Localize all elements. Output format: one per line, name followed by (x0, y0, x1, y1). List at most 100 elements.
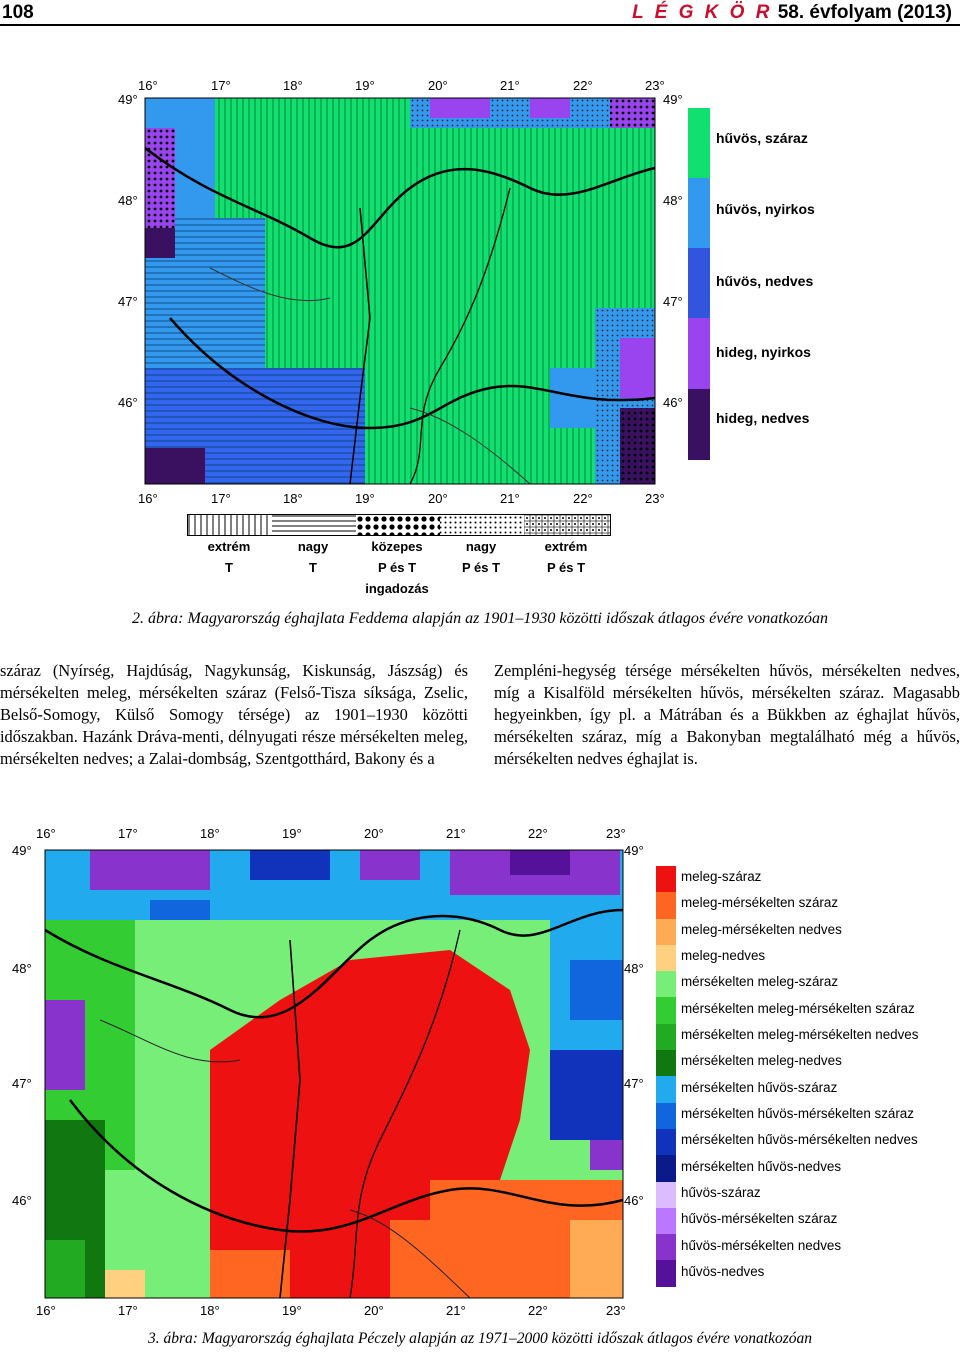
fig2-pattern-label-1: extrém T (187, 536, 271, 578)
fig2-lon-top-23: 23° (645, 78, 665, 93)
fig2-legend-swatch-5 (688, 389, 710, 460)
fig2-pattern-label-4: nagy P és T (439, 536, 523, 578)
fig2-legend-swatch-2 (688, 178, 710, 248)
fig3-lon-bottom-22: 22° (528, 1303, 548, 1318)
fig2-pattern-1-line2: T (225, 560, 233, 575)
fig3-legend-label-10: mérsékelten hűvös-mérsékelten száraz (681, 1106, 914, 1121)
fig2-legend-label-4: hideg, nyirkos (716, 344, 811, 360)
figure2-map-frame (110, 68, 680, 508)
fig3-legend-label-16: hűvös-nedves (681, 1264, 765, 1279)
fig2-lon-bottom-16: 16° (138, 491, 158, 506)
fig3-legend-swatch-12 (656, 1155, 676, 1182)
fig2-lon-top-16: 16° (138, 78, 158, 93)
fig3-lon-top-16: 16° (36, 826, 56, 841)
volume-info: 58. évfolyam (2013) (777, 2, 952, 23)
fig2-pattern-bar (187, 514, 611, 536)
fig3-lat-left-49: 49° (12, 843, 32, 858)
page-number: 108 (2, 2, 34, 23)
fig2-lat-left-46: 46° (118, 395, 138, 410)
fig2-legend-label-3: hűvös, nedves (716, 273, 814, 289)
fig2-lat-left-47: 47° (118, 294, 138, 309)
fig2-legend-swatch-4 (688, 318, 710, 389)
fig2-pattern-1-line1: extrém (207, 539, 251, 554)
fig3-legend-swatch-1 (656, 866, 676, 893)
figure2-caption: 2. ábra: Magyarország éghajlata Feddema … (131, 610, 829, 627)
body-text-right: Zempléni-hegység térsége mérsékelten hűv… (494, 661, 960, 768)
fig2-pattern-label-2: nagy T (271, 536, 355, 578)
figure2-map (144, 97, 656, 485)
fig3-lon-bottom-23: 23° (606, 1303, 626, 1318)
fig2-pattern-label-5: extrém P és T (523, 536, 609, 578)
fig3-legend-swatch-4 (656, 944, 676, 972)
fig2-legend-swatch-3 (688, 248, 710, 318)
fig2-lon-bottom-22: 22° (573, 491, 593, 506)
fig2-legend-swatch-1 (688, 108, 710, 178)
fig3-legend-swatch-9 (656, 1076, 676, 1103)
fig3-legend-swatch-3 (656, 918, 676, 945)
fig3-legend-label-11: mérsékelten hűvös-mérsékelten nedves (681, 1132, 918, 1147)
fig2-lat-right-47: 47° (663, 294, 683, 309)
fig2-lon-top-21: 21° (500, 78, 520, 93)
fig2-lon-bottom-21: 21° (500, 491, 520, 506)
fig3-lon-bottom-21: 21° (446, 1303, 466, 1318)
journal-name: L É G K Ö R (632, 2, 773, 23)
fig3-legend-label-3: meleg-mérsékelten nedves (681, 922, 842, 937)
fig3-legend-swatch-14 (656, 1207, 676, 1235)
fig3-legend-label-8: mérsékelten meleg-nedves (681, 1053, 842, 1068)
fig3-legend-swatch-10 (656, 1102, 676, 1129)
fig3-legend-label-1: meleg-száraz (681, 869, 762, 884)
fig2-pattern-5-line2: P és T (546, 560, 586, 575)
fig2-lon-top-22: 22° (573, 78, 593, 93)
fig3-legend-label-6: mérsékelten meleg-mérsékelten száraz (681, 1001, 915, 1016)
fig2-pattern-3-line2: P és T (377, 560, 417, 575)
fig3-lon-top-19: 19° (282, 826, 302, 841)
fig3-lat-left-46: 46° (12, 1193, 32, 1208)
fig3-lon-bottom-18: 18° (200, 1303, 220, 1318)
fig2-lon-bottom-23: 23° (645, 491, 665, 506)
fig3-lat-left-48: 48° (12, 961, 32, 976)
fig2-lon-bottom-19: 19° (355, 491, 375, 506)
fig3-legend-label-13: hűvös-száraz (681, 1185, 761, 1200)
fig2-pattern-3-line1: közepes (371, 539, 423, 554)
fig2-lat-right-46: 46° (663, 395, 683, 410)
fig3-legend-swatch-15 (656, 1234, 676, 1261)
fig3-legend-label-14: hűvös-mérsékelten száraz (681, 1211, 838, 1226)
fig3-lat-right-46: 46° (624, 1193, 644, 1208)
fig3-lon-top-23: 23° (606, 826, 626, 841)
fig2-lon-bottom-17: 17° (211, 491, 231, 506)
fig2-legend-label-1: hűvös, száraz (716, 130, 808, 146)
fig2-lon-top-18: 18° (283, 78, 303, 93)
fig3-lon-top-18: 18° (200, 826, 220, 841)
fig3-legend-label-9: mérsékelten hűvös-száraz (681, 1080, 838, 1095)
fig3-legend-swatch-7 (656, 1023, 676, 1051)
fig3-legend-swatch-13 (656, 1181, 676, 1208)
fig2-lat-right-48: 48° (663, 193, 683, 208)
fig2-lat-right-49: 49° (663, 92, 683, 107)
figure3-map (44, 849, 624, 1299)
fig3-legend-label-2: meleg-mérsékelten száraz (681, 895, 839, 910)
fig3-legend-swatch-2 (656, 892, 676, 919)
fig2-legend-label-5: hideg, nedves (716, 410, 810, 426)
fig2-lon-bottom-18: 18° (283, 491, 303, 506)
fig2-pattern-bar-svg (188, 515, 610, 535)
fig3-lat-right-49: 49° (624, 843, 644, 858)
fig2-pattern-3-line3: ingadozás (365, 581, 429, 596)
fig2-lat-left-48: 48° (118, 193, 138, 208)
fig2-pattern-label-3: közepes P és T ingadozás (355, 536, 439, 599)
fig2-pattern-4-line2: P és T (461, 560, 501, 575)
fig3-lat-right-47: 47° (624, 1076, 644, 1091)
fig3-legend-swatch-5 (656, 971, 676, 998)
fig2-pattern-2-line1: nagy (297, 539, 329, 554)
fig2-lon-top-20: 20° (428, 78, 448, 93)
fig3-legend-swatch-6 (656, 997, 676, 1024)
running-header: L É G K Ö R 58. évfolyam (2013) (632, 2, 952, 24)
fig2-pattern-5-line1: extrém (544, 539, 588, 554)
fig3-lon-bottom-17: 17° (118, 1303, 138, 1318)
header-rule (0, 24, 960, 26)
fig2-pattern-2-line2: T (309, 560, 317, 575)
fig3-legend-swatch-11 (656, 1128, 676, 1156)
fig3-lon-bottom-19: 19° (282, 1303, 302, 1318)
fig3-legend-label-5: mérsékelten meleg-száraz (681, 974, 839, 989)
fig3-lat-left-47: 47° (12, 1076, 32, 1091)
fig3-lon-top-17: 17° (118, 826, 138, 841)
